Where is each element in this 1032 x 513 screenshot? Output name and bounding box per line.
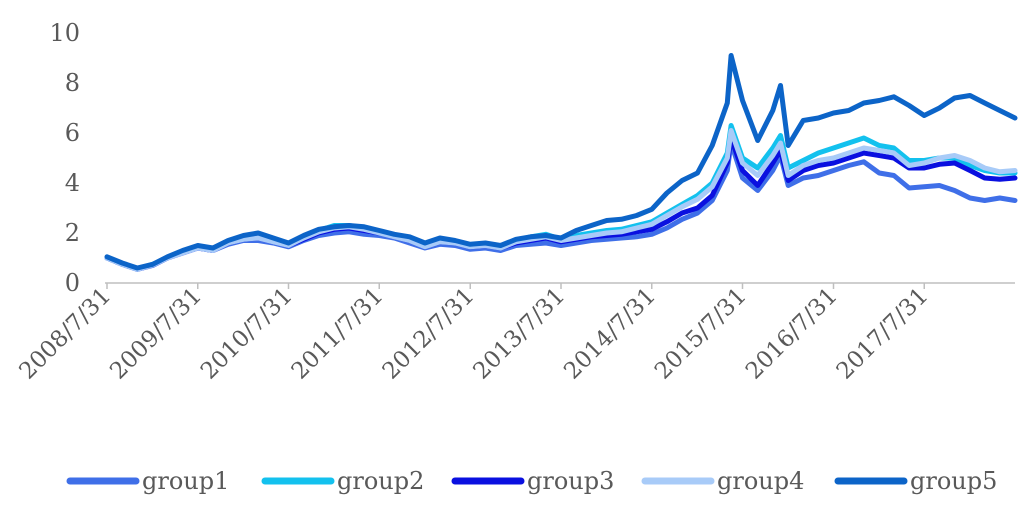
series-line-group5 (104, 53, 1018, 271)
legend: group1 group2 group3 group4 group5 (66, 467, 997, 495)
x-tick-label: 2013/7/31 (468, 283, 570, 385)
legend-label-group3: group3 (527, 467, 614, 495)
legend-label-group2: group2 (337, 467, 424, 495)
y-tick-label: 8 (65, 69, 80, 97)
y-tick-label: 6 (65, 119, 80, 147)
y-tick-label: 4 (65, 169, 80, 197)
y-tick-label: 10 (49, 19, 80, 47)
x-tick-label: 2009/7/31 (105, 283, 207, 385)
legend-label-group1: group1 (142, 467, 229, 495)
y-axis-ticks: 0 2 4 6 8 10 (49, 19, 80, 297)
y-tick-label: 2 (65, 219, 80, 247)
x-tick-label: 2014/7/31 (559, 283, 661, 385)
x-tick-label: 2010/7/31 (196, 283, 298, 385)
x-tick-label: 2015/7/31 (650, 283, 752, 385)
x-tick-label: 2017/7/31 (832, 283, 934, 385)
series-line-group4 (104, 128, 1018, 272)
x-tick-label: 2012/7/31 (378, 283, 480, 385)
series-line-group1 (104, 140, 1018, 272)
x-tick-label: 2008/7/31 (14, 283, 116, 385)
series-lines (104, 53, 1018, 272)
x-tick-label: 2011/7/31 (287, 283, 389, 385)
x-axis-ticks: 2008/7/312009/7/312010/7/312011/7/312012… (14, 283, 933, 385)
x-tick-label: 2016/7/31 (741, 283, 843, 385)
legend-label-group4: group4 (717, 467, 804, 495)
series-line-group3 (104, 135, 1018, 272)
legend-label-group5: group5 (910, 467, 997, 495)
y-tick-label: 0 (65, 269, 80, 297)
